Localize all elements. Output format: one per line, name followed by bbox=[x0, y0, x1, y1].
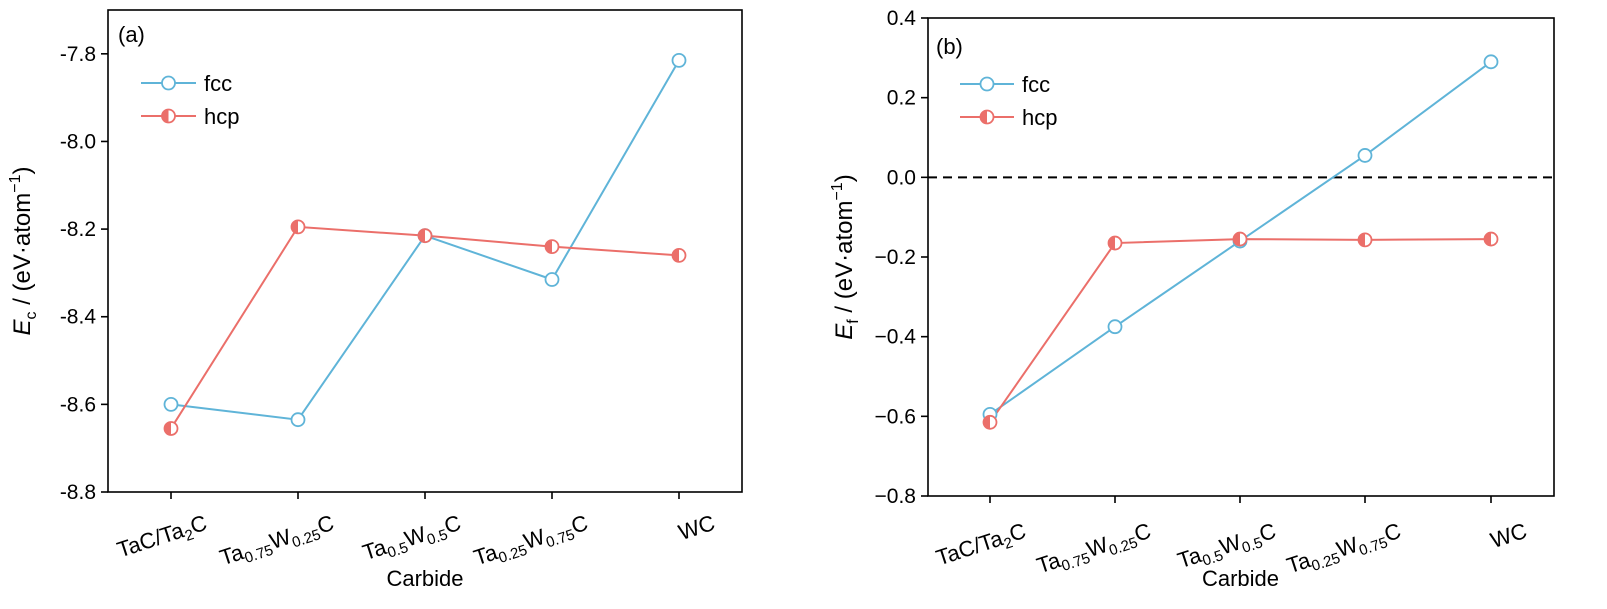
data-point-fcc bbox=[1107, 319, 1123, 335]
legend: fcc hcp bbox=[960, 72, 1057, 130]
series-line-hcp bbox=[170, 225, 680, 429]
marker-fill-half bbox=[983, 415, 990, 429]
data-point-hcp bbox=[671, 247, 687, 263]
legend-entry-hcp: hcp bbox=[960, 105, 1057, 130]
legend-label: fcc bbox=[204, 71, 232, 96]
data-point-fcc bbox=[544, 272, 560, 287]
data-point-hcp bbox=[1483, 231, 1499, 247]
data-point-hcp bbox=[163, 421, 179, 436]
x-tick-label: TaC/Ta2C bbox=[933, 518, 1030, 574]
y-tick-label: 0.4 bbox=[887, 7, 917, 30]
y-tick-label: -8.2 bbox=[60, 218, 96, 241]
legend-marker-fill bbox=[162, 109, 169, 123]
x-tick-label: TaC/Ta2C bbox=[114, 510, 211, 566]
y-tick-label: -8.8 bbox=[60, 481, 96, 504]
chart-panel-a: -8.8 -8.6 -8.4 -8.2 -8.0 -7.8 TaC/Ta2CTa0.75W0… bbox=[7, 9, 743, 591]
data-point-fcc bbox=[1483, 54, 1499, 70]
x-tick-label: WC bbox=[675, 510, 718, 545]
data-point-hcp bbox=[417, 228, 433, 244]
legend-marker bbox=[161, 75, 176, 91]
data-point-fcc bbox=[671, 52, 687, 68]
y-tick-label: -8.4 bbox=[60, 306, 97, 329]
marker-fill-half bbox=[545, 240, 552, 254]
legend-marker-fill bbox=[980, 110, 987, 124]
panel-label: (b) bbox=[936, 34, 963, 59]
data-point-fcc bbox=[1357, 148, 1373, 163]
y-tick-label: -8.6 bbox=[60, 393, 96, 416]
data-point-hcp bbox=[544, 239, 560, 255]
marker-fill-half bbox=[672, 248, 679, 262]
x-tick-label: Ta0.5W0.5C bbox=[359, 510, 465, 569]
legend-label: hcp bbox=[1022, 105, 1057, 130]
y-tick-label: -8.0 bbox=[60, 130, 96, 153]
legend: fcc hcp bbox=[141, 71, 239, 129]
legend-entry-hcp: hcp bbox=[141, 104, 239, 129]
data-point-fcc bbox=[163, 396, 179, 412]
data-point-hcp bbox=[1107, 235, 1123, 251]
y-tick-label: −0.2 bbox=[875, 246, 916, 269]
data-point-hcp bbox=[982, 414, 998, 430]
data-point-hcp bbox=[1232, 231, 1248, 247]
marker-fill-half bbox=[291, 220, 298, 234]
y-tick-label: 0.2 bbox=[887, 87, 916, 110]
y-axis-title: Ef / (eV·atom−1) bbox=[829, 174, 862, 339]
panel-label: (a) bbox=[118, 22, 145, 47]
x-axis-title: Carbide bbox=[1202, 566, 1279, 591]
x-tick-label: Ta0.25W0.75C bbox=[1284, 518, 1406, 582]
chart-panel-b: −0.8 −0.6 −0.4 −0.2 0.0 0.2 0.4 TaC/Ta2CTa0.75W… bbox=[829, 7, 1555, 591]
legend-entry-fcc: fcc bbox=[141, 71, 232, 96]
y-tick-label: −0.6 bbox=[875, 405, 916, 428]
data-point-fcc bbox=[290, 412, 306, 428]
marker-fill-half bbox=[164, 421, 171, 435]
legend-label: hcp bbox=[204, 104, 239, 129]
x-tick-label: Ta0.75W0.25C bbox=[217, 510, 339, 574]
data-point-hcp bbox=[1357, 232, 1373, 248]
x-tick-label: WC bbox=[1487, 518, 1530, 553]
y-tick-label: −0.8 bbox=[875, 485, 916, 508]
x-tick-label: Ta0.25W0.75C bbox=[471, 510, 593, 574]
marker-fill-half bbox=[1358, 233, 1365, 247]
data-point-hcp bbox=[290, 219, 306, 235]
legend-label: fcc bbox=[1022, 72, 1050, 97]
marker-fill-half bbox=[418, 229, 425, 243]
marker-fill-half bbox=[1484, 232, 1491, 246]
y-tick-label: 0.0 bbox=[887, 166, 916, 189]
legend-marker bbox=[979, 76, 995, 92]
y-tick-label: −0.4 bbox=[875, 326, 917, 349]
y-axis-title: Ec / (eV·atom−1) bbox=[7, 167, 40, 336]
y-tick-label: -7.8 bbox=[60, 43, 96, 66]
x-axis-title: Carbide bbox=[386, 566, 463, 591]
x-tick-label: Ta0.75W0.25C bbox=[1034, 518, 1156, 582]
series-line-hcp bbox=[989, 238, 1492, 423]
marker-fill-half bbox=[1233, 232, 1240, 246]
legend-entry-fcc: fcc bbox=[960, 72, 1050, 97]
marker-fill-half bbox=[1108, 236, 1115, 250]
